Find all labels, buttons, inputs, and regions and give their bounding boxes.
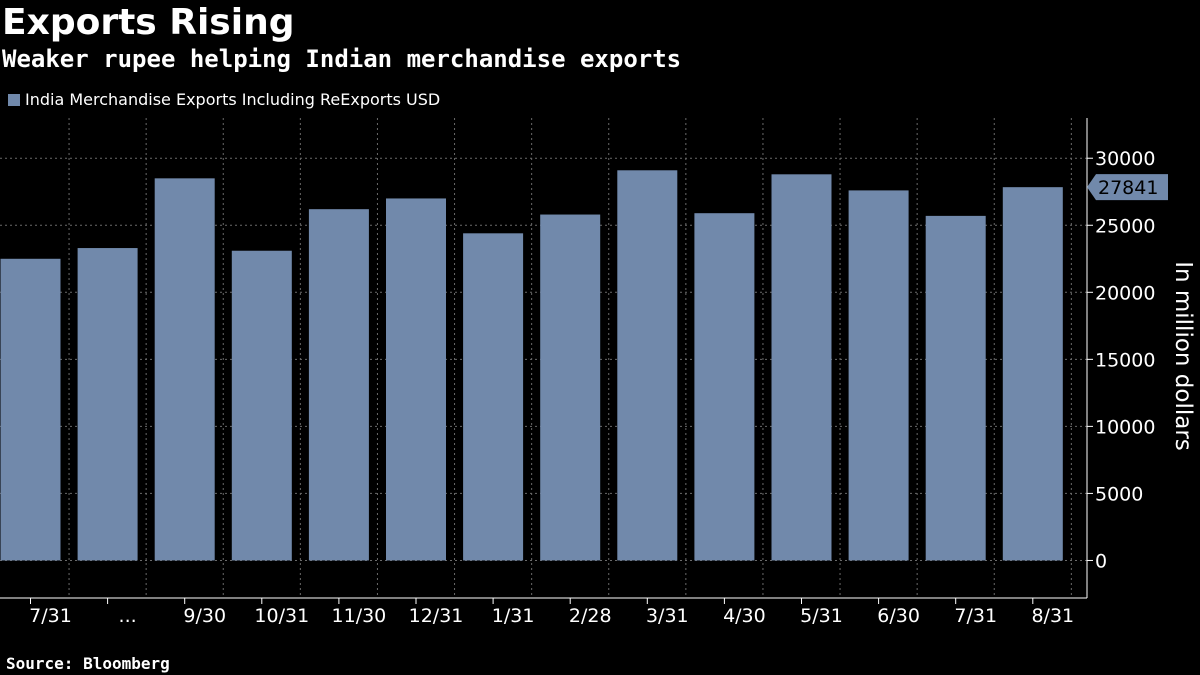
bar [694, 213, 755, 561]
bar [1002, 187, 1063, 561]
bar [463, 233, 524, 561]
bar [231, 250, 292, 561]
bar [848, 190, 909, 561]
chart-title: Exports Rising [2, 2, 295, 43]
x-tick-label: 12/31 [409, 605, 464, 627]
bar [154, 178, 215, 561]
x-tick-label: 6/30 [877, 605, 920, 627]
x-tick-label: 3/31 [646, 605, 689, 627]
bar [771, 174, 832, 561]
x-tick-label: ... [119, 605, 137, 627]
x-tick-label: 1/31 [492, 605, 535, 627]
y-tick-label: 10000 [1095, 416, 1155, 438]
last-value-callout [1087, 174, 1168, 201]
bar [77, 248, 138, 561]
bar [386, 198, 446, 561]
y-axis-label: In million dollars [1170, 261, 1196, 451]
last-value-label: 27841 [1098, 177, 1158, 199]
x-tick-label: 11/30 [332, 605, 387, 627]
x-tick-label: 9/30 [183, 605, 226, 627]
bar [617, 170, 678, 561]
bar [0, 258, 61, 561]
x-tick-label: 2/28 [569, 605, 612, 627]
legend-label: India Merchandise Exports Including ReEx… [25, 90, 441, 109]
x-tick-label: 10/31 [254, 605, 309, 627]
bar [925, 215, 986, 561]
x-tick-label: 4/30 [723, 605, 766, 627]
legend-swatch [8, 93, 20, 106]
y-tick-label: 20000 [1095, 282, 1155, 304]
y-tick-label: 30000 [1095, 148, 1155, 170]
x-tick-label: 7/31 [29, 605, 72, 627]
x-tick-label: 8/31 [1031, 605, 1074, 627]
y-tick-label: 15000 [1095, 349, 1155, 371]
chart-subtitle: Weaker rupee helping Indian merchandise … [2, 45, 682, 73]
legend: India Merchandise Exports Including ReEx… [8, 90, 440, 109]
y-tick-label: 5000 [1095, 483, 1143, 505]
x-tick-label: 5/31 [800, 605, 843, 627]
bar [308, 209, 369, 561]
source-note: Source: Bloomberg [6, 654, 170, 673]
y-tick-label: 0 [1095, 550, 1107, 572]
y-tick-label: 25000 [1095, 215, 1155, 237]
x-tick-label: 7/31 [954, 605, 997, 627]
bar [540, 214, 601, 561]
